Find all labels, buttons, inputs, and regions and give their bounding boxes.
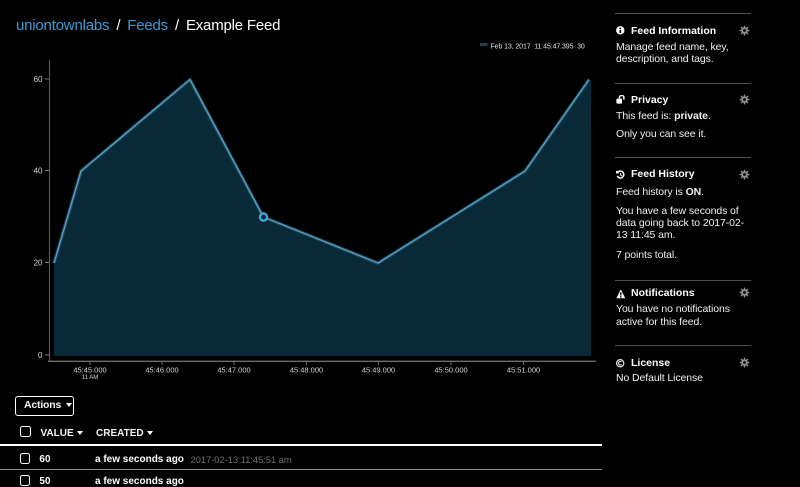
svg-text:Feb 13, 2017 11:45:47.395 30: Feb 13, 2017 11:45:47.395 30: [491, 44, 585, 51]
svg-text:45:46.000: 45:46.000: [145, 366, 178, 375]
svg-text:40: 40: [34, 166, 43, 175]
svg-text:45:48.000: 45:48.000: [290, 366, 323, 375]
svg-text:45:51.000: 45:51.000: [507, 366, 540, 375]
svg-text:20: 20: [34, 258, 43, 267]
svg-text:45:49.000: 45:49.000: [362, 366, 395, 375]
svg-text:11 AM: 11 AM: [82, 375, 99, 381]
svg-text:45:47.000: 45:47.000: [217, 366, 250, 375]
svg-text:60: 60: [34, 75, 43, 84]
svg-text:45:45.000: 45:45.000: [73, 366, 106, 375]
svg-text:45:50.000: 45:50.000: [434, 366, 467, 375]
svg-text:0: 0: [38, 351, 43, 360]
